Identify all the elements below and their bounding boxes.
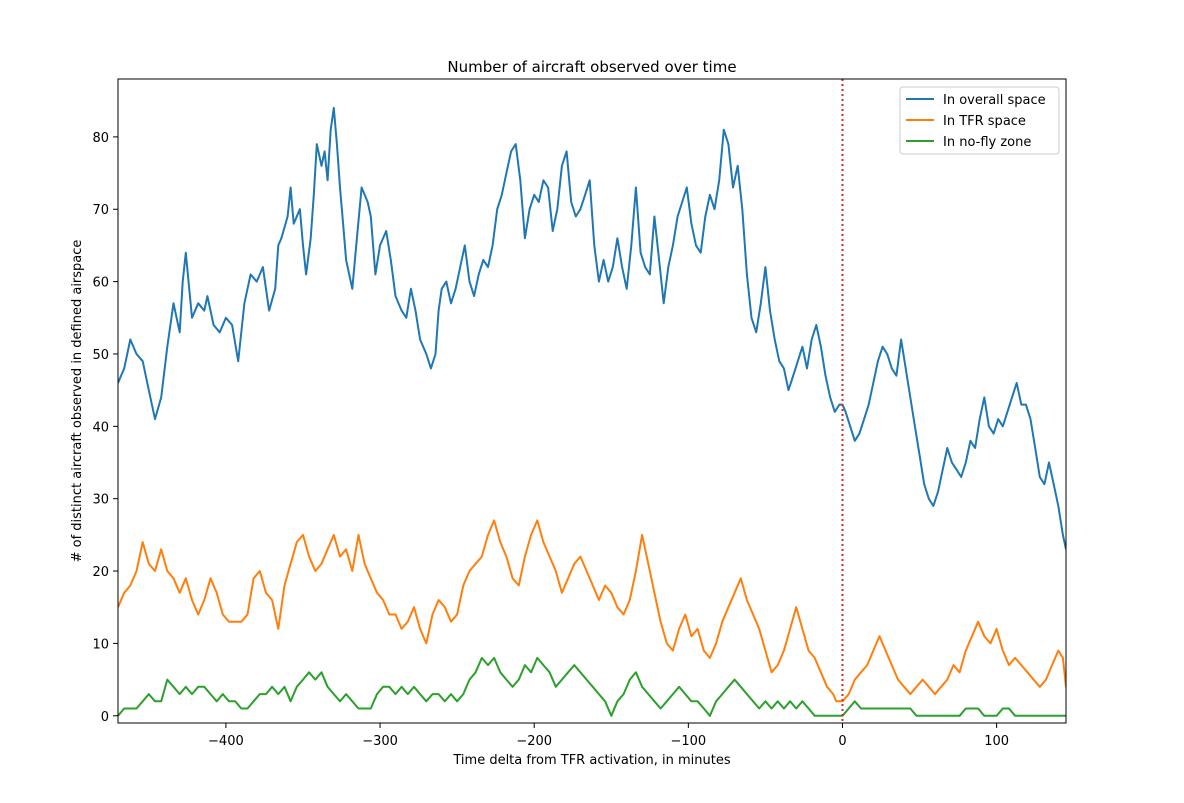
- y-tick-label: 0: [101, 710, 109, 725]
- x-tick-label: −100: [670, 734, 706, 749]
- legend: In overall space In TFR space In no-fly zo…: [899, 86, 1060, 155]
- y-tick-label: 50: [92, 348, 109, 363]
- y-tick-label: 80: [92, 131, 109, 146]
- axes-frame: [117, 78, 1067, 724]
- series-line-2: [118, 519, 1066, 703]
- y-tick-label: 20: [92, 565, 109, 580]
- chart-title: Number of aircraft observed over time: [447, 58, 736, 76]
- x-tick-label: −200: [516, 734, 552, 749]
- x-tick-label: −400: [208, 734, 244, 749]
- x-tick-label: 0: [838, 734, 846, 749]
- y-axis-label: # of distinct aircraft observed in defin…: [70, 240, 85, 563]
- legend-entry-label: In overall space: [943, 93, 1046, 108]
- legend-entry-label: In TFR space: [943, 114, 1026, 129]
- series-line-3: [118, 656, 1066, 717]
- y-tick-label: 40: [92, 420, 109, 435]
- y-tick-label: 60: [92, 276, 109, 291]
- y-tick-label: 30: [92, 493, 109, 508]
- y-tick-label: 70: [92, 203, 109, 218]
- x-axis-label: Time delta from TFR activation, in minut…: [452, 753, 730, 768]
- series-line-1: [118, 106, 1066, 550]
- y-tick-label: 10: [92, 637, 109, 652]
- x-tick-label: 100: [984, 734, 1009, 749]
- legend-entry-label: In no-fly zone: [943, 135, 1031, 150]
- legend-box: [899, 86, 1060, 155]
- plot-area: −400 −300 −200 −100 0 100 0 10 20 30 40 50 60 70 80: [92, 78, 1067, 749]
- x-tick-label: −300: [362, 734, 398, 749]
